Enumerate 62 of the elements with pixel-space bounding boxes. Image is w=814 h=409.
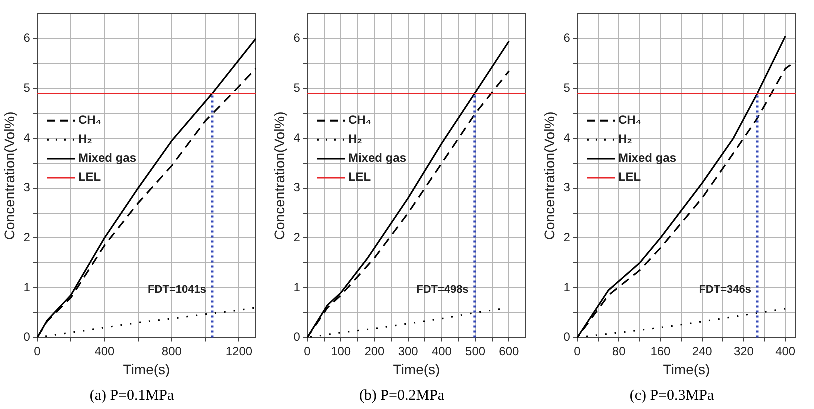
y-tick-label: 2 [564, 230, 571, 244]
legend-label: CH₄ [348, 113, 372, 128]
y-tick-label: 1 [24, 280, 31, 294]
y-tick-label: 0 [294, 330, 301, 344]
y-tick-label: 6 [294, 31, 301, 46]
legend-label: Mixed gas [348, 151, 407, 166]
y-tick-label: 1 [564, 280, 571, 294]
y-tick-label: 6 [564, 31, 571, 46]
x-tick-label: 0 [304, 344, 312, 358]
ref-line-label: FDT=1041s [148, 284, 206, 296]
x-axis-title: Time(s) [123, 361, 170, 378]
y-tick-label: 2 [294, 230, 301, 244]
y-tick-label: 5 [564, 81, 571, 96]
y-tick-label: 5 [24, 81, 31, 96]
x-tick-label: 400 [94, 344, 116, 358]
legend-label: H₂ [348, 132, 362, 146]
legend-label: LEL [348, 170, 372, 184]
x-tick-label: 0 [574, 344, 582, 358]
x-tick-label: 600 [499, 344, 520, 358]
x-axis-title: Time(s) [393, 361, 440, 378]
legend-label: Mixed gas [78, 151, 137, 166]
y-tick-label: 1 [294, 280, 301, 294]
legend-label: LEL [618, 170, 642, 184]
x-tick-label: 240 [692, 344, 713, 358]
x-tick-label: 160 [650, 344, 672, 358]
text: (b) P=0.2MPa [359, 388, 445, 404]
y-axis-title: Concentration(Vol%) [541, 112, 558, 240]
ref-line-label: FDT=346s [699, 284, 752, 296]
x-tick-label: 0 [34, 344, 42, 358]
x-tick-label: 400 [432, 344, 452, 358]
legend-label: Mixed gas [618, 151, 677, 166]
y-tick-label: 3 [24, 180, 31, 195]
x-tick-label: 1200 [226, 344, 253, 358]
x-tick-label: 320 [734, 344, 754, 358]
legend-label: H₂ [78, 132, 92, 146]
x-tick-label: 200 [364, 344, 386, 358]
text: (c) P=0.3MPa [630, 388, 714, 404]
y-tick-label: 4 [294, 130, 301, 145]
legend-label: H₂ [618, 132, 632, 146]
x-axis-title: Time(s) [663, 361, 710, 378]
y-tick-label: 2 [24, 230, 31, 244]
y-tick-label: 4 [564, 130, 571, 145]
y-tick-label: 0 [564, 330, 571, 344]
x-tick-label: 400 [776, 344, 796, 358]
x-tick-label: 300 [398, 344, 419, 358]
legend-label: CH₄ [618, 113, 642, 128]
ref-line-label: FDT=498s [416, 284, 469, 296]
x-tick-label: 100 [331, 344, 352, 358]
text: (a) P=0.1MPa [90, 388, 174, 404]
x-tick-label: 800 [162, 344, 182, 358]
x-tick-label: 80 [612, 344, 626, 358]
y-axis-title: Concentration(Vol%) [1, 112, 18, 240]
y-tick-label: 0 [24, 330, 31, 344]
y-tick-label: 6 [24, 31, 31, 46]
y-tick-label: 3 [564, 180, 571, 195]
y-tick-label: 3 [294, 180, 301, 195]
legend-label: CH₄ [78, 113, 102, 128]
x-tick-label: 500 [466, 344, 486, 358]
y-tick-label: 4 [24, 130, 31, 145]
y-tick-label: 5 [294, 81, 301, 96]
legend-label: LEL [78, 170, 102, 184]
y-axis-title: Concentration(Vol%) [271, 112, 288, 240]
